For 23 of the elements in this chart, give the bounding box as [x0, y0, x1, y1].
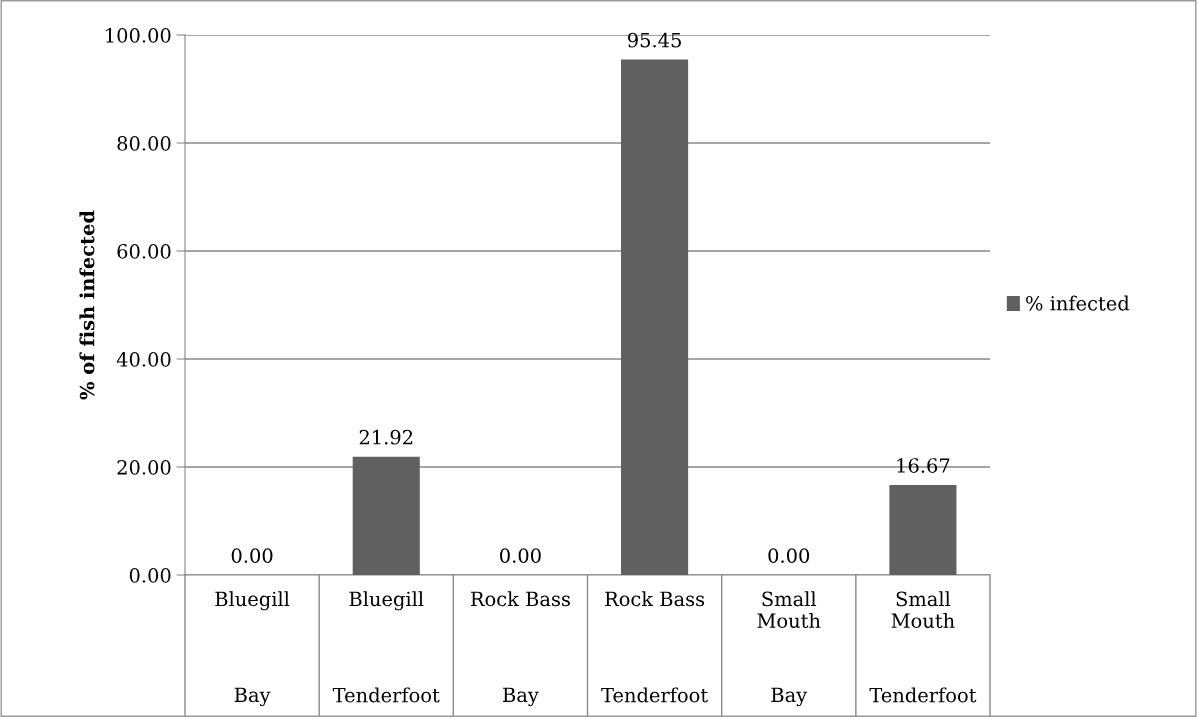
y-tick-label: 20.00 — [117, 459, 171, 475]
category-label: Small Mouth Tenderfoot — [869, 591, 977, 703]
y-tick-label: 60.00 — [117, 243, 171, 259]
bar — [352, 456, 420, 575]
category-label: Rock Bass Tenderfoot — [601, 591, 709, 703]
data-label: 21.92 — [359, 429, 413, 445]
y-tick-label: 40.00 — [116, 351, 171, 367]
data-label: 95.45 — [627, 32, 681, 48]
data-label: 0.00 — [768, 548, 810, 563]
bar — [621, 59, 689, 575]
category-label: Bluegill Tenderfoot — [332, 591, 440, 703]
category-label: Small Mouth Bay — [757, 591, 821, 707]
legend-label: % infected — [1026, 295, 1130, 311]
category-label: Bluegill Bay — [215, 591, 290, 707]
bar — [889, 484, 957, 575]
data-label: 0.00 — [231, 548, 273, 563]
category-label: Rock Bass Bay — [470, 591, 570, 707]
y-tick-label: 100.00 — [106, 27, 171, 43]
data-label: 0.00 — [500, 548, 541, 563]
y-axis-title: % of fish infected — [79, 210, 95, 400]
y-tick-label: 80.00 — [117, 135, 171, 151]
y-tick-label: 0.00 — [129, 567, 171, 583]
data-label: 16.67 — [897, 458, 950, 473]
